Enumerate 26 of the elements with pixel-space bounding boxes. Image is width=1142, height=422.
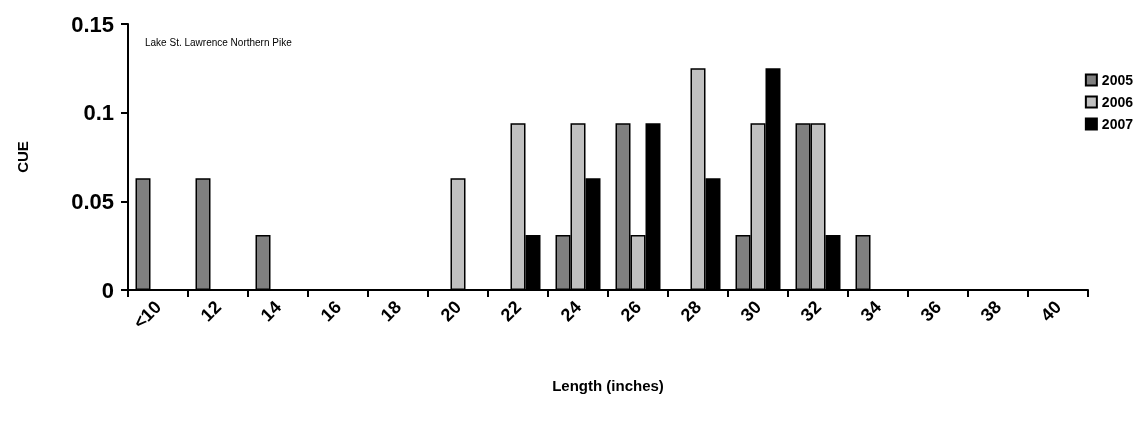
x-tick-label: 32 xyxy=(796,296,826,326)
y-tick-label: 0.1 xyxy=(83,100,114,126)
x-tick-label: 20 xyxy=(436,296,466,326)
y-tick-label: 0.15 xyxy=(71,11,114,37)
legend-label: 2007 xyxy=(1101,116,1134,132)
x-tick-label: 36 xyxy=(916,296,946,326)
x-tick-label: 28 xyxy=(676,296,706,326)
x-axis-title: Length (inches) xyxy=(552,377,664,394)
x-tick-label: 14 xyxy=(256,296,286,326)
x-tick-label: 26 xyxy=(616,296,646,326)
x-tick-label: 12 xyxy=(196,296,226,326)
y-tick-label: 0.05 xyxy=(71,188,114,214)
x-tick-label: 38 xyxy=(976,296,1006,326)
legend-label: 2006 xyxy=(1101,94,1134,110)
x-tick-label: 18 xyxy=(376,296,406,326)
y-tick-label: 0 xyxy=(101,277,114,303)
x-tick-label: 24 xyxy=(556,296,586,326)
x-tick-label: 30 xyxy=(736,296,766,326)
legend-label: 2005 xyxy=(1101,72,1134,88)
text: Lake St. Lawrence Northern Pike xyxy=(145,36,293,48)
x-tick-label: 22 xyxy=(496,296,526,326)
x-tick-label: 16 xyxy=(316,296,346,326)
x-tick-label: <10 xyxy=(129,296,166,333)
x-tick-label: 40 xyxy=(1036,296,1066,326)
y-axis-title: CUE xyxy=(14,141,31,173)
x-tick-label: 34 xyxy=(856,296,886,326)
